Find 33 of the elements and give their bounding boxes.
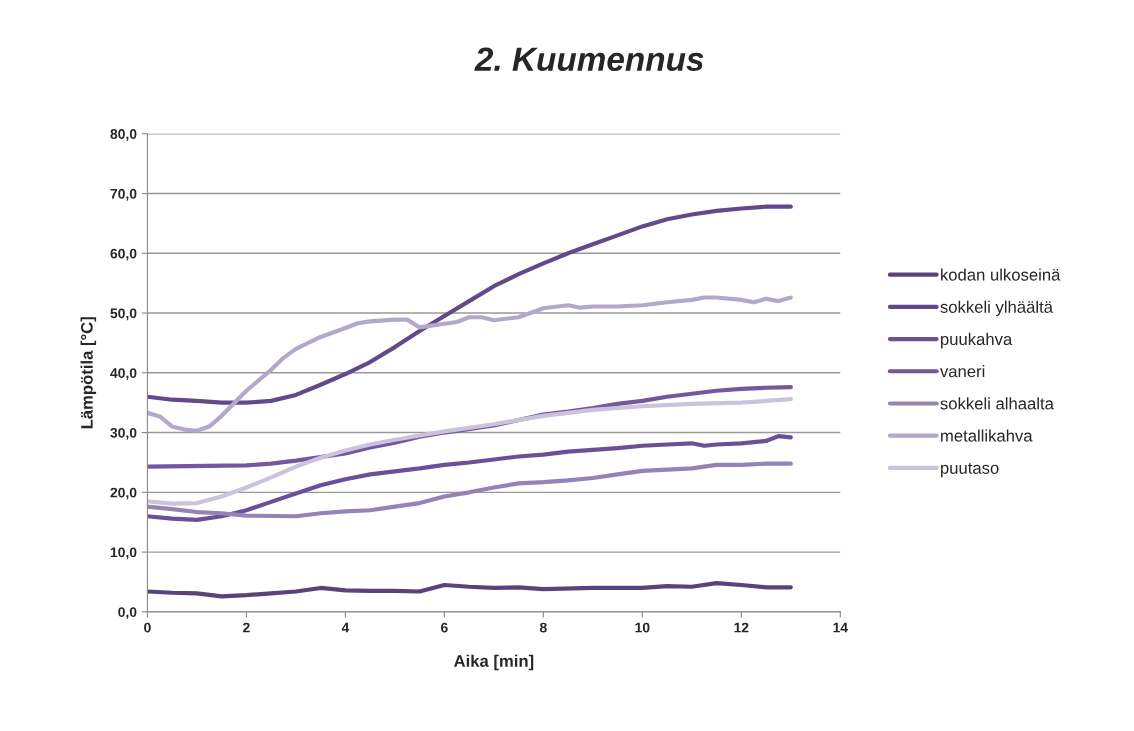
- x-tick-label: 6: [441, 622, 448, 633]
- x-tick-label: 8: [539, 622, 547, 633]
- y-tick-label: 30,0: [110, 427, 137, 440]
- legend-label: metallikahva: [941, 429, 1033, 442]
- x-tick-label: 2: [243, 622, 250, 633]
- line-series: [147, 204, 793, 405]
- legend-label: sokkeli ylhäältä: [940, 300, 1053, 317]
- line-series: [147, 295, 793, 433]
- legend-label: puutaso: [941, 462, 999, 478]
- line-series: [147, 434, 793, 522]
- chart-title: 2. Kuumennus: [474, 47, 704, 72]
- legend-label: vaneri: [939, 365, 985, 378]
- line-series: [147, 461, 793, 519]
- y-tick-label: 50,0: [110, 308, 137, 321]
- x-tick-label: 14: [833, 622, 848, 633]
- y-tick-label: 40,0: [110, 368, 137, 380]
- legend-label: sokkeli alhaalta: [940, 397, 1054, 410]
- x-tick-label: 4: [341, 622, 350, 633]
- y-tick-label: 60,0: [110, 248, 137, 261]
- y-axis-title: Lämpötila [°C]: [80, 317, 97, 429]
- y-tick-label: 20,0: [110, 487, 137, 500]
- x-tick-label: 12: [734, 622, 749, 633]
- y-tick-label: 70,0: [110, 188, 137, 201]
- y-tick-label: 80,0: [110, 129, 137, 141]
- line-series: [147, 397, 793, 506]
- y-tick-label: 10,0: [110, 547, 137, 560]
- legend-label: puukahva: [941, 332, 1013, 349]
- x-tick-label: 0: [144, 622, 151, 633]
- line-series: [147, 581, 793, 599]
- legend-label: kodan ulkoseinä: [941, 268, 1061, 281]
- x-axis-title: Aika [min]: [453, 654, 534, 671]
- y-tick-label: 0,0: [118, 607, 137, 620]
- x-tick-label: 10: [635, 622, 650, 633]
